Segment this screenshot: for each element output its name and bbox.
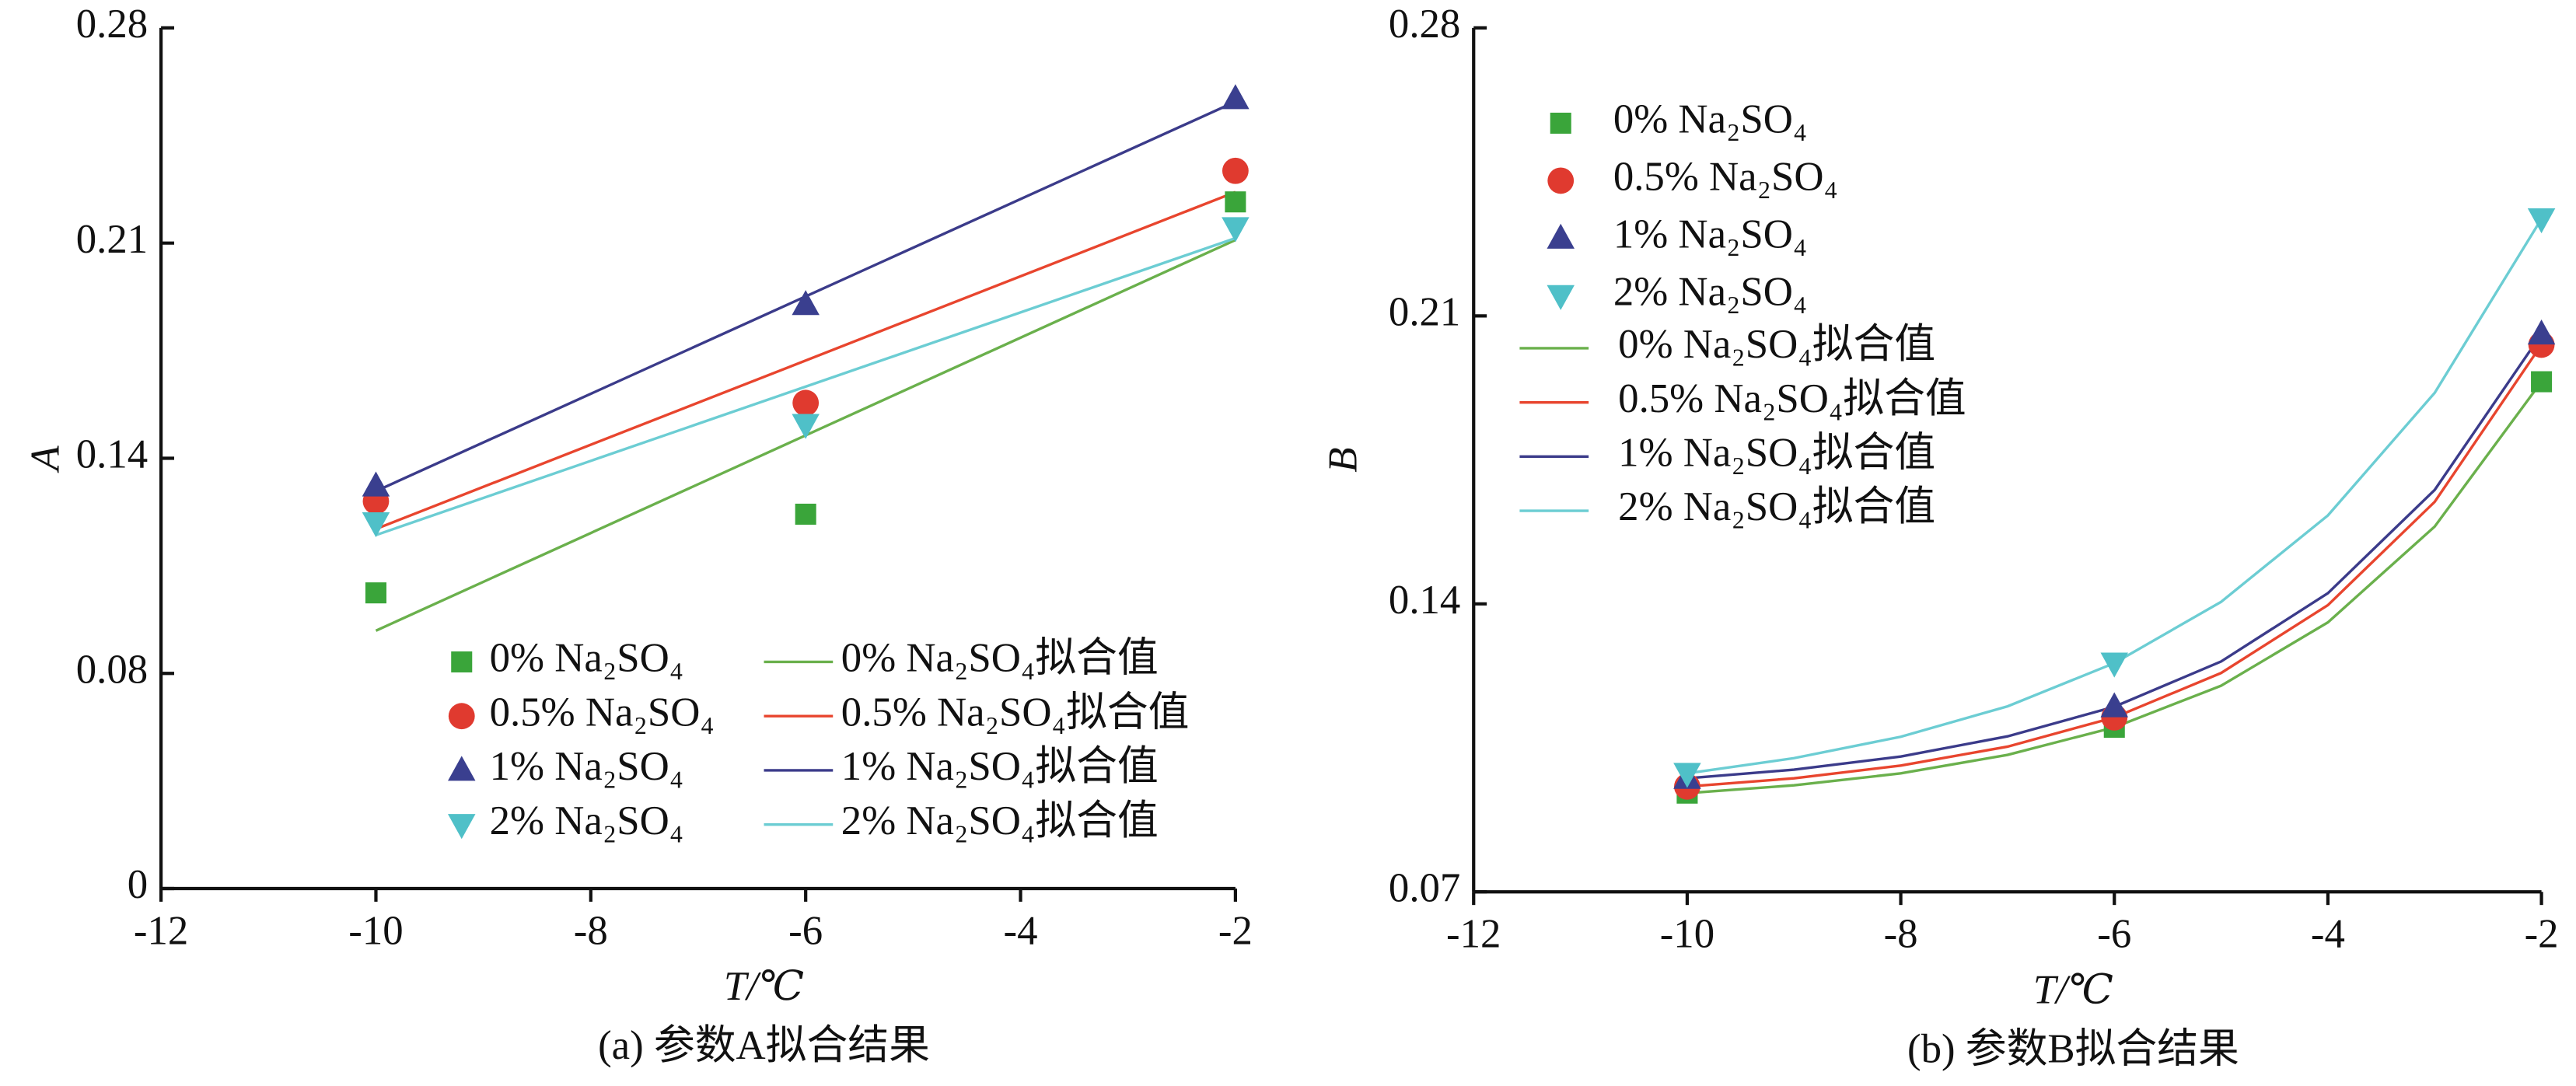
legend-label: 2% Na₂SO₄ xyxy=(1613,269,1808,314)
legend-marker xyxy=(1550,112,1571,134)
y-tick-label: 0.28 xyxy=(76,2,148,47)
x-tick-label: -6 xyxy=(788,908,823,953)
y-tick-label: 0.21 xyxy=(76,217,148,262)
legend-label: 2% Na₂SO₄拟合值 xyxy=(1618,484,1935,529)
data-point xyxy=(2100,692,2128,718)
legend-label: 1% Na₂SO₄拟合值 xyxy=(1618,430,1935,475)
x-tick-label: -8 xyxy=(574,908,608,953)
data-point xyxy=(1222,217,1250,243)
x-tick-label: -12 xyxy=(134,908,188,953)
data-point xyxy=(362,471,390,497)
data-point xyxy=(792,290,820,316)
x-axis-label: T/℃ xyxy=(2033,967,2113,1012)
legend-label: 0.5% Na₂SO₄ xyxy=(490,690,715,735)
caption: (b) 参数B拟合结果 xyxy=(1907,1026,2239,1071)
legend-label: 0.5% Na₂SO₄ xyxy=(1613,155,1838,200)
data-point xyxy=(2531,371,2553,393)
y-tick-label: 0.14 xyxy=(1389,578,1460,623)
data-point xyxy=(2527,320,2556,345)
legend-label: 2% Na₂SO₄ xyxy=(490,798,684,843)
legend-label: 1% Na₂SO₄拟合值 xyxy=(841,744,1159,789)
legend-marker xyxy=(448,756,476,781)
x-tick-label: -10 xyxy=(1660,912,1714,957)
legend-marker xyxy=(1547,285,1575,310)
legend-label: 1% Na₂SO₄ xyxy=(490,744,684,789)
x-tick-label: -8 xyxy=(1884,912,1918,957)
x-tick-label: -2 xyxy=(1218,908,1253,953)
data-point xyxy=(1673,763,1701,788)
fit-line xyxy=(375,190,1236,530)
legend-marker xyxy=(1547,223,1575,249)
legend-label: 0% Na₂SO₄拟合值 xyxy=(841,636,1159,681)
x-tick-label: -10 xyxy=(348,908,403,953)
data-point xyxy=(792,389,820,417)
legend-label: 1% Na₂SO₄ xyxy=(1613,211,1808,257)
caption: (a) 参数A拟合结果 xyxy=(598,1023,930,1068)
legend-label: 0.5% Na₂SO₄拟合值 xyxy=(1618,376,1966,421)
y-axis-label: A xyxy=(23,445,68,473)
x-tick-label: -4 xyxy=(2311,912,2345,957)
x-tick-label: -6 xyxy=(2097,912,2131,957)
data-point xyxy=(795,503,816,525)
legend-marker xyxy=(1547,167,1575,194)
data-point xyxy=(1225,191,1246,213)
data-point xyxy=(362,512,390,538)
y-tick-label: 0.08 xyxy=(76,647,148,692)
legend-label: 2% Na₂SO₄拟合值 xyxy=(841,798,1159,843)
x-tick-label: -4 xyxy=(1004,908,1038,953)
x-tick-label: -12 xyxy=(1446,912,1501,957)
legend-label: 0% Na₂SO₄ xyxy=(490,636,684,681)
x-tick-label: -2 xyxy=(2525,912,2559,957)
data-point xyxy=(1222,157,1249,184)
y-tick-label: 0.07 xyxy=(1389,865,1460,910)
data-point xyxy=(2100,652,2128,678)
legend-marker xyxy=(451,651,473,672)
x-axis-label: T/℃ xyxy=(724,964,804,1009)
y-tick-label: 0 xyxy=(128,862,148,907)
y-tick-label: 0.21 xyxy=(1389,289,1460,334)
data-point xyxy=(365,582,386,604)
legend-label: 0% Na₂SO₄ xyxy=(1613,97,1808,142)
y-tick-label: 0.14 xyxy=(76,432,148,477)
legend-label: 0% Na₂SO₄拟合值 xyxy=(1618,322,1935,367)
y-axis-label: B xyxy=(1321,447,1366,472)
legend-marker xyxy=(448,703,475,730)
data-point xyxy=(792,414,820,439)
fit-line xyxy=(375,236,1236,536)
data-point xyxy=(2527,208,2556,234)
data-point xyxy=(1222,84,1250,110)
y-tick-label: 0.28 xyxy=(1389,2,1460,47)
legend-label: 0.5% Na₂SO₄拟合值 xyxy=(841,690,1190,735)
legend-marker xyxy=(448,814,476,840)
